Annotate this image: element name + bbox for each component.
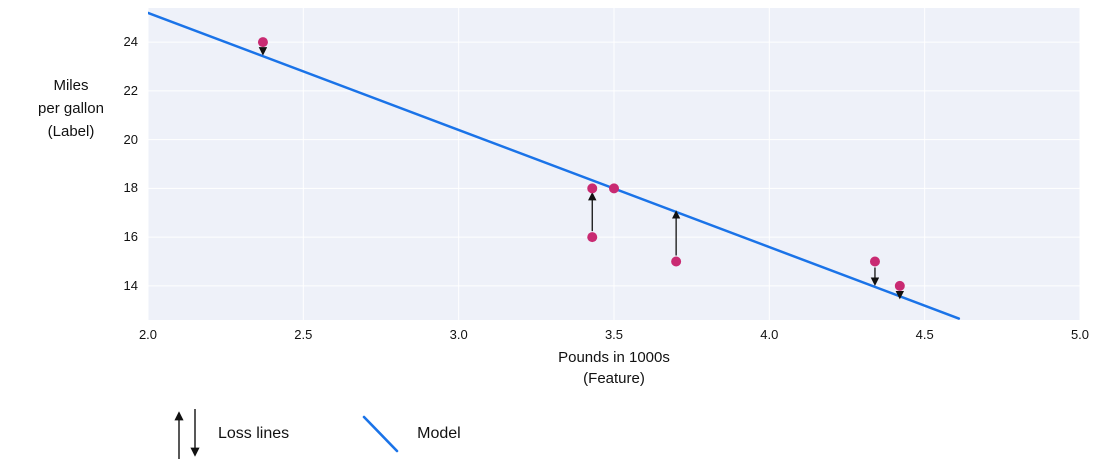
y-axis-label-line-2: per gallon (38, 100, 104, 117)
x-axis-label-line-2: (Feature) (583, 370, 645, 387)
y-axis-label: Miles per gallon (Label) (12, 74, 130, 143)
legend: Loss lines Model (168, 404, 461, 464)
loss-lines-icon (174, 409, 200, 459)
model-line-icon (362, 415, 399, 453)
y-tick-label: 14 (123, 277, 138, 293)
y-tick-label: 24 (123, 34, 138, 50)
x-tick-label: 3.0 (449, 327, 468, 342)
x-tick-label: 2.5 (294, 327, 313, 342)
x-axis-label-line-1: Pounds in 1000s (558, 349, 670, 366)
x-tick-label: 4.5 (915, 327, 934, 342)
y-tick-label: 16 (123, 229, 138, 245)
legend-loss-label: Loss lines (218, 425, 290, 442)
x-tick-label: 5.0 (1070, 327, 1090, 342)
y-tick-label: 20 (123, 131, 138, 147)
y-tick-label: 18 (123, 180, 138, 196)
x-tick-label: 2.0 (138, 327, 158, 342)
chart-canvas (148, 8, 1080, 320)
legend-model-label: Model (417, 425, 461, 442)
y-tick-label: 22 (123, 82, 138, 98)
x-tick-label: 3.5 (604, 327, 624, 342)
plot-area (148, 8, 1080, 320)
y-axis-label-line-1: Miles (53, 77, 89, 94)
x-tick-label: 4.0 (760, 327, 779, 342)
y-axis-label-line-3: (Label) (47, 123, 95, 140)
x-axis-label: Pounds in 1000s (Feature) (148, 347, 1080, 389)
